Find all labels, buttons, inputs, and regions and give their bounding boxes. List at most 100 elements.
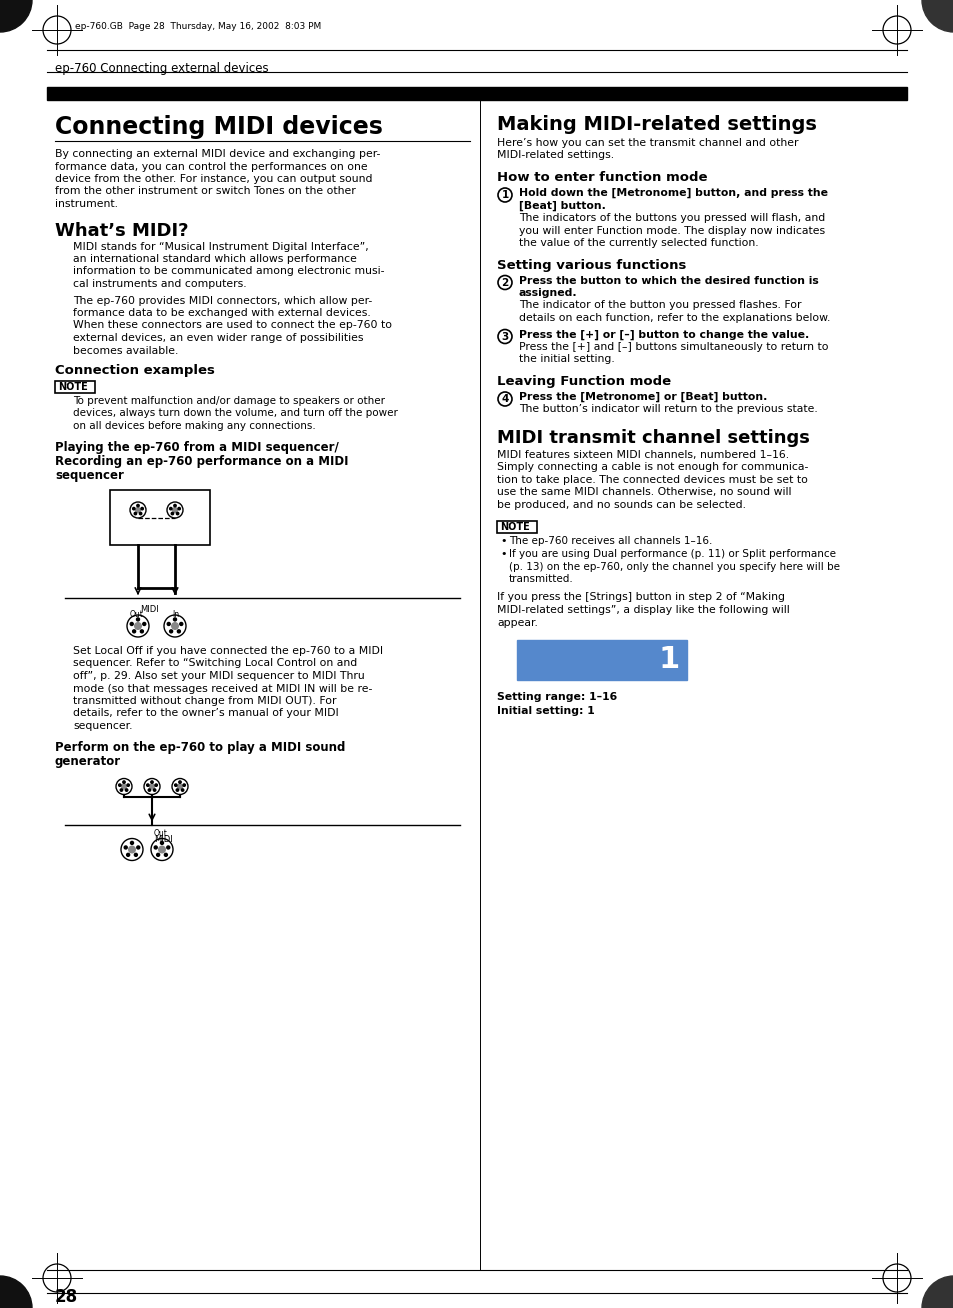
Text: Press the [+] or [–] button to change the value.: Press the [+] or [–] button to change th…	[518, 330, 808, 340]
Text: MIDI stands for “Musical Instrument Digital Interface”,: MIDI stands for “Musical Instrument Digi…	[73, 242, 369, 251]
Text: 1: 1	[501, 190, 508, 200]
Text: MIDI: MIDI	[153, 835, 172, 844]
Bar	[55, 381, 95, 392]
Circle shape	[183, 783, 185, 786]
Circle shape	[118, 783, 121, 786]
Circle shape	[921, 0, 953, 31]
Text: generator: generator	[55, 755, 121, 768]
Circle shape	[176, 789, 178, 791]
Text: external devices, an even wider range of possibilities: external devices, an even wider range of…	[73, 334, 363, 343]
Text: MIDI features sixteen MIDI channels, numbered 1–16.: MIDI features sixteen MIDI channels, num…	[497, 450, 788, 460]
Text: If you press the [Strings] button in step 2 of “Making: If you press the [Strings] button in ste…	[497, 593, 784, 603]
Text: In: In	[172, 610, 179, 619]
Text: cal instruments and computers.: cal instruments and computers.	[73, 279, 247, 289]
Circle shape	[150, 783, 154, 789]
Text: details, refer to the owner’s manual of your MIDI: details, refer to the owner’s manual of …	[73, 709, 338, 718]
Text: Out: Out	[153, 828, 168, 837]
Circle shape	[131, 841, 133, 845]
Text: Setting range: 1–16: Setting range: 1–16	[497, 692, 617, 702]
Bar	[497, 521, 537, 532]
Text: How to enter function mode: How to enter function mode	[497, 171, 707, 184]
Circle shape	[125, 789, 128, 791]
Text: the initial setting.: the initial setting.	[518, 354, 614, 365]
Text: you will enter Function mode. The display now indicates: you will enter Function mode. The displa…	[518, 225, 824, 235]
Text: Perform on the ep-760 to play a MIDI sound: Perform on the ep-760 to play a MIDI sou…	[55, 742, 345, 755]
Circle shape	[167, 623, 170, 625]
Circle shape	[164, 853, 167, 857]
Text: Set Local Off if you have connected the ep-760 to a MIDI: Set Local Off if you have connected the …	[73, 646, 383, 657]
Text: the value of the currently selected function.: the value of the currently selected func…	[518, 238, 758, 249]
Circle shape	[172, 623, 178, 629]
Text: Initial setting: 1: Initial setting: 1	[497, 706, 594, 715]
Text: (p. 13) on the ep-760, only the channel you specify here will be: (p. 13) on the ep-760, only the channel …	[509, 561, 840, 572]
Circle shape	[170, 630, 172, 633]
Circle shape	[0, 0, 20, 20]
Text: The ep-760 provides MIDI connectors, which allow per-: The ep-760 provides MIDI connectors, whi…	[73, 296, 372, 306]
Circle shape	[121, 783, 126, 789]
Circle shape	[136, 505, 139, 506]
Text: transmitted.: transmitted.	[509, 574, 573, 583]
Text: If you are using Dual performance (p. 11) or Split performance: If you are using Dual performance (p. 11…	[509, 549, 835, 559]
Text: The indicators of the buttons you pressed will flash, and: The indicators of the buttons you presse…	[518, 213, 824, 222]
Text: Recording an ep-760 performance on a MIDI: Recording an ep-760 performance on a MID…	[55, 455, 348, 468]
Text: devices, always turn down the volume, and turn off the power: devices, always turn down the volume, an…	[73, 408, 397, 419]
Circle shape	[154, 846, 157, 849]
Text: ep-760 Connecting external devices: ep-760 Connecting external devices	[55, 61, 269, 75]
Text: Playing the ep-760 from a MIDI sequencer/: Playing the ep-760 from a MIDI sequencer…	[55, 442, 338, 454]
Text: Here’s how you can set the transmit channel and other: Here’s how you can set the transmit chan…	[497, 139, 798, 148]
Text: an international standard which allows performance: an international standard which allows p…	[73, 254, 356, 264]
Text: Hold down the [Metronome] button, and press the: Hold down the [Metronome] button, and pr…	[518, 188, 827, 199]
Circle shape	[136, 846, 140, 849]
Circle shape	[153, 789, 155, 791]
Circle shape	[140, 630, 143, 633]
Text: [Beat] button.: [Beat] button.	[518, 200, 605, 211]
Circle shape	[129, 846, 135, 853]
Circle shape	[170, 508, 172, 510]
Text: NOTE: NOTE	[58, 382, 88, 392]
Text: transmitted without change from MIDI OUT). For: transmitted without change from MIDI OUT…	[73, 696, 336, 706]
Circle shape	[139, 513, 142, 515]
Text: 1: 1	[658, 646, 679, 675]
Circle shape	[0, 1300, 8, 1308]
Circle shape	[173, 617, 176, 621]
Circle shape	[131, 623, 133, 625]
Text: assigned.: assigned.	[518, 288, 577, 298]
Circle shape	[148, 789, 151, 791]
Circle shape	[134, 623, 141, 629]
Text: 2: 2	[501, 277, 508, 288]
Text: What’s MIDI?: What’s MIDI?	[55, 221, 189, 239]
Circle shape	[174, 783, 177, 786]
Text: MIDI-related settings”, a display like the following will: MIDI-related settings”, a display like t…	[497, 606, 789, 615]
Circle shape	[154, 783, 157, 786]
Text: NOTE: NOTE	[499, 522, 529, 531]
Circle shape	[120, 789, 123, 791]
Circle shape	[143, 623, 146, 625]
Text: formance data to be exchanged with external devices.: formance data to be exchanged with exter…	[73, 307, 371, 318]
Text: device from the other. For instance, you can output sound: device from the other. For instance, you…	[55, 174, 372, 184]
Text: off”, p. 29. Also set your MIDI sequencer to MIDI Thru: off”, p. 29. Also set your MIDI sequence…	[73, 671, 364, 681]
Circle shape	[135, 508, 140, 513]
Circle shape	[127, 783, 130, 786]
Text: information to be communicated among electronic musi-: information to be communicated among ele…	[73, 267, 384, 276]
Circle shape	[136, 617, 139, 621]
Text: sequencer.: sequencer.	[73, 721, 132, 731]
Circle shape	[939, 1294, 953, 1308]
Text: be produced, and no sounds can be selected.: be produced, and no sounds can be select…	[497, 500, 745, 510]
Text: By connecting an external MIDI device and exchanging per-: By connecting an external MIDI device an…	[55, 149, 380, 160]
Text: formance data, you can control the performances on one: formance data, you can control the perfo…	[55, 161, 367, 171]
Text: sequencer. Refer to “Switching Local Control on and: sequencer. Refer to “Switching Local Con…	[73, 658, 356, 668]
Circle shape	[134, 513, 136, 515]
Text: Connection examples: Connection examples	[55, 364, 214, 377]
Circle shape	[167, 846, 170, 849]
Bar	[47, 88, 906, 99]
Text: Leaving Function mode: Leaving Function mode	[497, 375, 670, 388]
Bar	[517, 640, 686, 680]
Text: Out: Out	[130, 610, 144, 619]
Text: instrument.: instrument.	[55, 199, 118, 209]
Circle shape	[921, 1277, 953, 1308]
Circle shape	[141, 508, 143, 510]
Text: Setting various functions: Setting various functions	[497, 259, 685, 272]
Circle shape	[132, 630, 135, 633]
Text: When these connectors are used to connect the ep-760 to: When these connectors are used to connec…	[73, 320, 392, 331]
Circle shape	[123, 781, 125, 783]
